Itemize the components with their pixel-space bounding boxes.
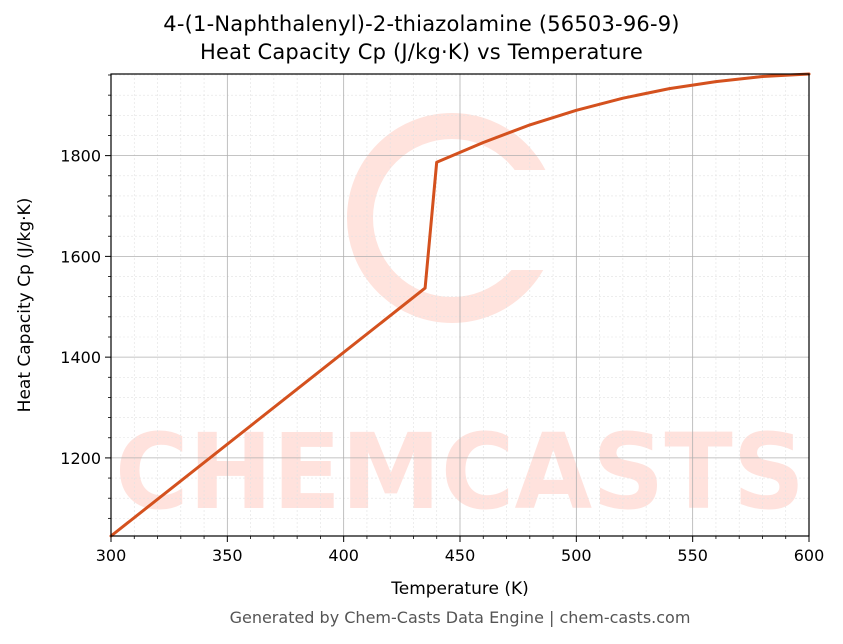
y-tick-label: 1800: [60, 147, 101, 166]
y-axis-label: Heat Capacity Cp (J/kg·K): [15, 198, 35, 413]
x-tick-label: 400: [328, 546, 359, 565]
x-tick-label: 450: [445, 546, 476, 565]
x-axis-label: Temperature (K): [390, 579, 529, 599]
x-tick-label: 300: [96, 546, 127, 565]
watermark-logo-gap: [470, 170, 580, 270]
footer-credit: Generated by Chem-Casts Data Engine | ch…: [229, 608, 691, 627]
chart-title-line1: 4-(1-Naphthalenyl)-2-thiazolamine (56503…: [163, 12, 680, 36]
x-tick-label: 500: [561, 546, 592, 565]
major-grid: [111, 74, 809, 536]
axis-ticks: 300 350 400 450 500 550 600 1200 1400 1600 1800: [60, 74, 825, 565]
x-tick-label: 550: [677, 546, 708, 565]
y-tick-label: 1400: [60, 348, 101, 367]
series-line-cp: [109, 72, 811, 538]
y-tick-label: 1200: [60, 449, 101, 468]
y-tick-label: 1600: [60, 247, 101, 266]
chart-title-line2: Heat Capacity Cp (J/kg·K) vs Temperature: [200, 40, 643, 64]
x-tick-label: 600: [794, 546, 825, 565]
x-tick-label: 350: [212, 546, 243, 565]
series-group: [109, 72, 811, 538]
